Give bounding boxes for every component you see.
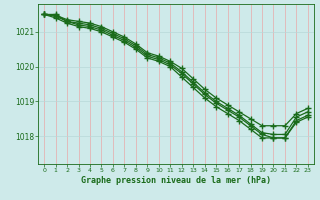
X-axis label: Graphe pression niveau de la mer (hPa): Graphe pression niveau de la mer (hPa) [81,176,271,185]
